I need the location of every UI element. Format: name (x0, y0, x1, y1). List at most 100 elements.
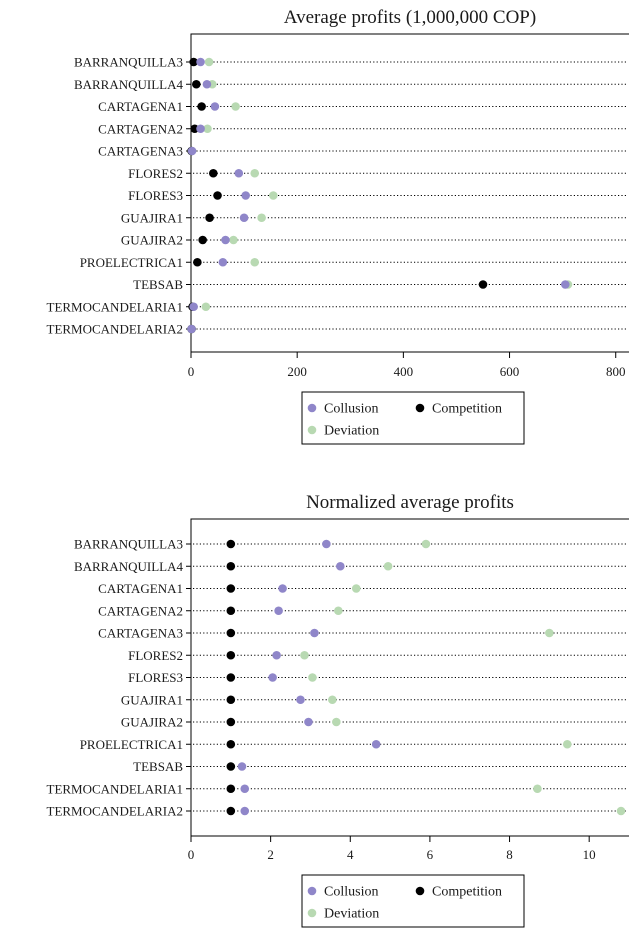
point-competition-flores3 (213, 191, 222, 200)
x-tick-label: 200 (287, 364, 307, 379)
point-collusion-barranquilla4 (203, 80, 212, 89)
x-tick-label: 6 (427, 847, 434, 862)
point-deviation-guajira2 (229, 236, 238, 245)
point-competition-barranquilla4 (227, 562, 236, 571)
plot-frame (191, 34, 629, 352)
row-label-flores3: FLORES3 (128, 188, 183, 203)
point-collusion-tebsab (238, 762, 247, 771)
point-collusion-barranquilla4 (336, 562, 345, 571)
legend-marker-deviation (308, 426, 317, 435)
chart-title: Normalized average profits (306, 492, 514, 513)
point-collusion-cartagena1 (278, 584, 287, 593)
legend-label-competition: Competition (432, 402, 502, 417)
point-deviation-barranquilla3 (205, 58, 214, 67)
point-deviation-guajira2 (332, 718, 341, 727)
row-label-barranquilla3: BARRANQUILLA3 (74, 55, 183, 70)
legend-marker-collusion (308, 887, 317, 896)
point-competition-proelectrica1 (227, 740, 236, 749)
row-label-tebsab: TEBSAB (133, 759, 183, 774)
point-collusion-termocandelaria1 (240, 784, 249, 793)
point-collusion-termocandelaria1 (189, 302, 198, 311)
row-label-termocandelaria2: TERMOCANDELARIA2 (47, 804, 184, 819)
plot-frame (191, 519, 629, 836)
point-deviation-cartagena3 (545, 629, 554, 638)
row-label-cartagena1: CARTAGENA1 (98, 99, 183, 114)
row-label-cartagena3: CARTAGENA3 (98, 626, 183, 641)
point-competition-barranquilla3 (227, 540, 236, 549)
point-deviation-cartagena2 (334, 606, 343, 615)
x-tick-label: 800 (606, 364, 626, 379)
row-label-cartagena2: CARTAGENA2 (98, 603, 183, 618)
point-competition-flores2 (227, 651, 236, 660)
point-competition-cartagena2 (227, 606, 236, 615)
point-collusion-termocandelaria2 (187, 325, 196, 334)
point-deviation-flores3 (269, 191, 278, 200)
point-deviation-flores2 (250, 169, 259, 178)
x-tick-label: 400 (394, 364, 414, 379)
point-collusion-cartagena1 (211, 102, 220, 111)
point-collusion-proelectrica1 (219, 258, 228, 267)
point-collusion-flores2 (234, 169, 243, 178)
row-label-cartagena1: CARTAGENA1 (98, 581, 183, 596)
point-competition-cartagena1 (197, 102, 206, 111)
x-tick-label: 10 (583, 847, 596, 862)
row-label-guajira2: GUAJIRA2 (121, 715, 183, 730)
row-label-flores2: FLORES2 (128, 648, 183, 663)
legend-label-collusion: Collusion (324, 885, 378, 900)
x-tick-label: 600 (500, 364, 520, 379)
row-label-guajira1: GUAJIRA1 (121, 210, 183, 225)
legend-marker-deviation (308, 909, 317, 918)
row-label-termocandelaria1: TERMOCANDELARIA1 (47, 299, 184, 314)
point-competition-proelectrica1 (193, 258, 202, 267)
point-competition-cartagena1 (227, 584, 236, 593)
point-competition-termocandelaria2 (227, 807, 236, 816)
x-tick-label: 8 (506, 847, 513, 862)
x-tick-label: 0 (188, 364, 195, 379)
point-competition-guajira2 (198, 236, 207, 245)
row-label-flores3: FLORES3 (128, 670, 183, 685)
point-competition-tebsab (479, 280, 488, 289)
point-collusion-termocandelaria2 (240, 807, 249, 816)
x-tick-label: 4 (347, 847, 354, 862)
point-competition-tebsab (227, 762, 236, 771)
point-deviation-termocandelaria1 (202, 302, 211, 311)
point-competition-guajira1 (205, 213, 214, 222)
point-deviation-guajira1 (328, 695, 337, 704)
point-collusion-cartagena3 (188, 147, 197, 156)
point-deviation-proelectrica1 (250, 258, 259, 267)
point-collusion-barranquilla3 (322, 540, 331, 549)
legend-marker-collusion (308, 404, 317, 413)
point-collusion-proelectrica1 (372, 740, 381, 749)
row-label-cartagena3: CARTAGENA3 (98, 144, 183, 159)
point-competition-guajira2 (227, 718, 236, 727)
point-collusion-guajira1 (296, 695, 305, 704)
point-deviation-termocandelaria2 (617, 807, 626, 816)
point-deviation-cartagena1 (352, 584, 361, 593)
point-competition-barranquilla4 (192, 80, 201, 89)
point-deviation-proelectrica1 (563, 740, 572, 749)
x-tick-label: 2 (267, 847, 274, 862)
legend-label-collusion: Collusion (324, 402, 378, 417)
row-label-termocandelaria2: TERMOCANDELARIA2 (47, 322, 184, 337)
point-deviation-barranquilla4 (384, 562, 393, 571)
point-collusion-guajira2 (221, 236, 230, 245)
row-label-termocandelaria1: TERMOCANDELARIA1 (47, 781, 184, 796)
legend-label-deviation: Deviation (324, 907, 379, 922)
point-competition-cartagena3 (227, 629, 236, 638)
row-label-proelectrica1: PROELECTRICA1 (80, 737, 183, 752)
row-label-proelectrica1: PROELECTRICA1 (80, 255, 183, 270)
legend-marker-competition (416, 404, 425, 413)
row-label-barranquilla4: BARRANQUILLA4 (74, 559, 184, 574)
point-deviation-flores2 (300, 651, 309, 660)
row-label-guajira2: GUAJIRA2 (121, 233, 183, 248)
row-label-barranquilla3: BARRANQUILLA3 (74, 537, 183, 552)
point-collusion-flores3 (241, 191, 250, 200)
point-competition-guajira1 (227, 695, 236, 704)
row-label-cartagena2: CARTAGENA2 (98, 121, 183, 136)
point-collusion-cartagena2 (196, 124, 205, 133)
point-collusion-flores2 (272, 651, 281, 660)
